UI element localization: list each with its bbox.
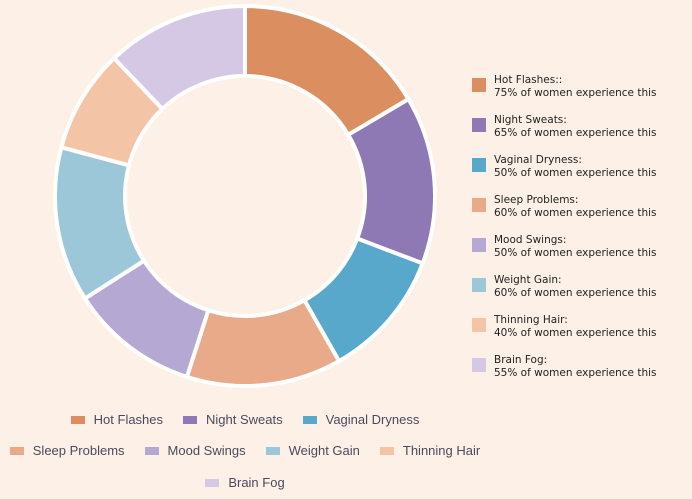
legend-desc: 40% of women experience this — [494, 327, 657, 339]
legend-swatch — [265, 446, 280, 455]
legend-swatch — [472, 318, 486, 332]
legend-title: Mood Swings: — [494, 234, 567, 246]
legend-item-sleep-problems[interactable]: Sleep Problems — [9, 443, 125, 458]
legend-desc: 50% of women experience this — [494, 167, 657, 179]
legend-label: Thinning Hair — [402, 443, 481, 458]
legend-swatch — [472, 158, 486, 172]
legend-swatch — [379, 446, 394, 455]
legend-swatch — [9, 446, 24, 455]
legend-swatch — [472, 238, 486, 252]
legend-desc: 55% of women experience this — [494, 367, 657, 379]
legend-swatch — [472, 278, 486, 292]
legend-title: Sleep Problems: — [494, 194, 579, 206]
legend-swatch — [205, 478, 220, 487]
legend-swatch — [472, 358, 486, 372]
legend-swatch — [472, 198, 486, 212]
legend-title: Brain Fog: — [494, 354, 548, 366]
legend-label: Mood Swings — [167, 443, 246, 458]
legend-row: Sleep Problems Mood Swings Weight Gain Thin… — [0, 443, 490, 458]
legend-item-brain-fog[interactable]: Brain Fog — [205, 475, 285, 490]
legend-item-night-sweats[interactable]: Night Sweats — [183, 412, 283, 427]
legend-swatch — [302, 415, 317, 424]
legend-swatch — [472, 118, 486, 132]
legend-item-hot-flashes[interactable]: Hot Flashes — [70, 412, 164, 427]
legend-label: Sleep Problems — [32, 443, 125, 458]
legend-label: Vaginal Dryness — [325, 412, 420, 427]
legend-desc: 65% of women experience this — [494, 127, 657, 139]
slice-brain-fog[interactable] — [111, 3, 247, 112]
legend-title: Vaginal Dryness: — [494, 154, 582, 166]
legend-swatch — [144, 446, 159, 455]
legend-desc: 50% of women experience this — [494, 247, 657, 259]
legend-label: Weight Gain — [288, 443, 360, 458]
legend-row: Brain Fog — [0, 475, 490, 490]
legend-swatch — [70, 415, 85, 424]
legend-swatch — [472, 78, 486, 92]
legend-label: Brain Fog — [228, 475, 285, 490]
legend-item-mood-swings[interactable]: Mood Swings — [144, 443, 246, 458]
legend-title: Night Sweats: — [494, 114, 567, 126]
legend-item-weight-gain[interactable]: Weight Gain — [265, 443, 360, 458]
legend-desc: 60% of women experience this — [494, 207, 657, 219]
legend-desc: 75% of women experience this — [494, 87, 657, 99]
legend-swatch — [183, 415, 198, 424]
legend-desc: 60% of women experience this — [494, 287, 657, 299]
legend-row: Hot Flashes Night Sweats Vaginal Dryness — [0, 412, 490, 427]
legend-label: Hot Flashes — [93, 412, 164, 427]
legend-item-thinning-hair[interactable]: Thinning Hair — [379, 443, 481, 458]
legend-title: Weight Gain: — [494, 274, 562, 286]
legend-label: Night Sweats — [206, 412, 283, 427]
legend-title: Hot Flashes:: — [494, 74, 563, 86]
legend-item-vaginal-dryness[interactable]: Vaginal Dryness — [302, 412, 420, 427]
legend-title: Thinning Hair: — [494, 314, 568, 326]
